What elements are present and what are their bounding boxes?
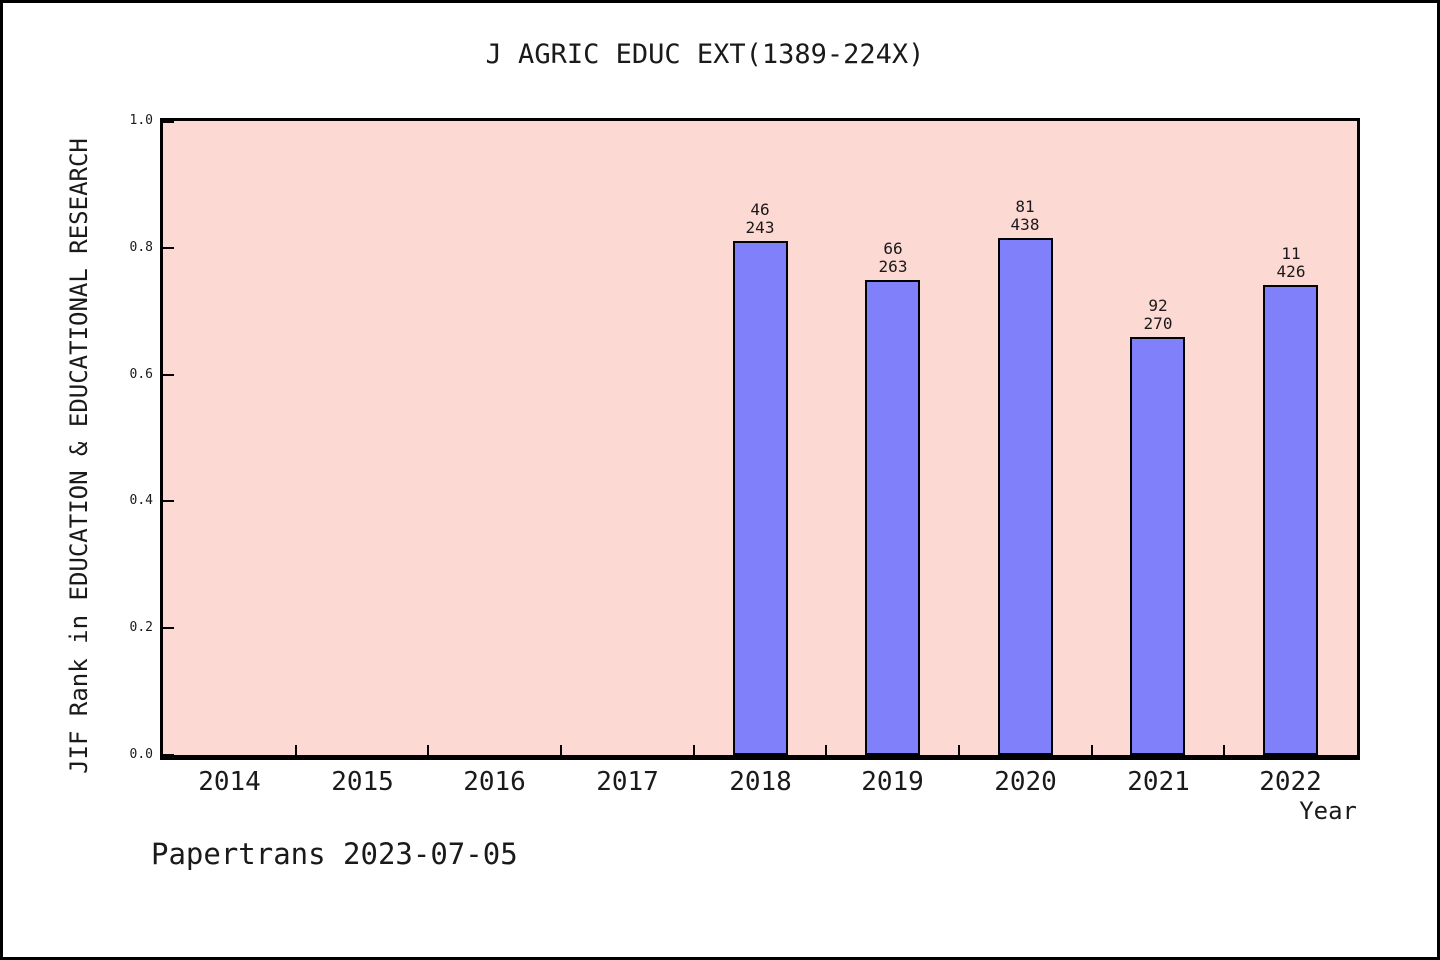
x-tick-label-2015: 2015: [331, 767, 394, 797]
y-tick-mark: [163, 121, 174, 123]
bar-2019: [865, 280, 920, 755]
x-tick-mark: [560, 745, 562, 755]
footer-watermark: Papertrans 2023-07-05: [151, 837, 518, 871]
x-tick-mark: [825, 745, 827, 755]
bar-label-2019: 66 263: [878, 239, 908, 276]
y-tick-mark: [163, 500, 174, 502]
x-tick-label-2020: 2020: [994, 767, 1057, 797]
bar-label-2021: 92 270: [1143, 296, 1173, 333]
bar-2018: [733, 241, 788, 755]
x-axis-label: Year: [1299, 797, 1357, 825]
x-tick-mark: [427, 745, 429, 755]
x-tick-label-2019: 2019: [861, 767, 924, 797]
chart-title: J AGRIC EDUC EXT(1389-224X): [485, 39, 925, 70]
y-tick-mark: [163, 627, 174, 629]
x-tick-label-2014: 2014: [198, 767, 261, 797]
y-tick-mark: [163, 247, 174, 249]
x-tick-label-2021: 2021: [1127, 767, 1190, 797]
plot-area: 46 243 66 263 81 438 92 270 11 426: [160, 118, 1360, 760]
bar-label-2020: 81 438: [1010, 197, 1040, 234]
bar-2021: [1130, 337, 1185, 755]
x-tick-label-2016: 2016: [463, 767, 526, 797]
bar-2022: [1263, 285, 1318, 755]
y-tick-label: 0.6: [129, 367, 153, 382]
x-tick-mark: [1091, 745, 1093, 755]
x-tick-label-2022: 2022: [1259, 767, 1322, 797]
x-tick-mark: [958, 745, 960, 755]
bar-label-2022: 11 426: [1276, 244, 1306, 281]
bar-2020: [998, 238, 1053, 755]
y-tick-label: 0.4: [129, 493, 153, 508]
y-tick-mark: [163, 754, 174, 756]
x-tick-mark: [295, 745, 297, 755]
bar-label-2018: 46 243: [745, 200, 775, 237]
x-tick-mark: [1223, 745, 1225, 755]
x-tick-label-2018: 2018: [729, 767, 792, 797]
y-tick-label: 0.8: [129, 240, 153, 255]
y-tick-label: 0.2: [129, 620, 153, 635]
y-tick-mark: [163, 374, 174, 376]
y-tick-label: 1.0: [129, 113, 153, 128]
y-tick-label: 0.0: [129, 747, 153, 762]
x-tick-label-2017: 2017: [596, 767, 659, 797]
y-axis-label: JIF Rank in EDUCATION & EDUCATIONAL RESE…: [65, 138, 93, 774]
x-tick-mark: [693, 745, 695, 755]
